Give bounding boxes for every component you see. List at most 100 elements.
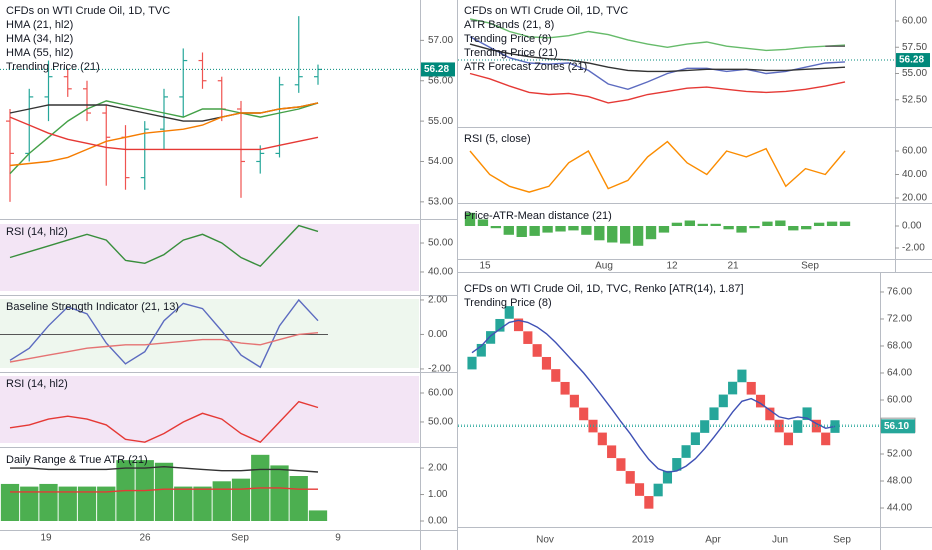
y-tick-label: 57.50 — [902, 42, 927, 53]
x-tick-label: 2019 — [632, 535, 655, 546]
x-tick-label: Sep — [801, 261, 819, 272]
bar — [736, 226, 747, 233]
y-tick-label: 20.00 — [902, 193, 927, 204]
renko-brick — [476, 343, 486, 357]
pane-title: CFDs on WTI Crude Oil, 1D, TVC, Renko [A… — [464, 283, 744, 295]
pane-background — [0, 224, 419, 291]
series-line — [9, 298, 319, 369]
y-tick-label: 2.00 — [428, 463, 448, 474]
y-tick-label: 60.00 — [902, 16, 927, 27]
y-tick-label: 1.00 — [428, 489, 448, 500]
bar — [542, 226, 553, 233]
legend-entry: HMA (21, hl2) — [6, 19, 73, 31]
y-tick-label: 55.00 — [428, 116, 453, 127]
x-tick-label: 15 — [479, 261, 491, 272]
legend-entry: ATR Forecast Zones (21) — [464, 61, 587, 73]
renko-brick — [644, 496, 654, 509]
legend-entry: Trending Price (21) — [464, 47, 558, 59]
renko-brick — [737, 369, 747, 383]
renko-brick — [681, 445, 691, 458]
renko-brick — [728, 381, 738, 395]
pane-title: CFDs on WTI Crude Oil, 1D, TVC — [6, 5, 170, 17]
bar — [749, 226, 760, 229]
renko-brick — [513, 318, 524, 332]
series-line — [469, 36, 846, 91]
y-tick-label: 0.00 — [428, 329, 448, 340]
series-line — [9, 102, 319, 167]
price-label-box — [881, 419, 915, 434]
legend-entry: Trending Price (8) — [464, 33, 552, 45]
x-tick-label: 9 — [335, 533, 341, 544]
series-line — [471, 319, 836, 473]
y-tick-label: 56.00 — [428, 75, 453, 86]
bar — [231, 478, 251, 521]
y-tick-label: 50.00 — [428, 238, 453, 249]
bar — [529, 226, 540, 236]
x-tick-label: 12 — [666, 261, 678, 272]
series-line — [469, 43, 846, 73]
renko-brick — [755, 394, 766, 408]
y-tick-label: -2.00 — [428, 364, 451, 375]
y-tick-label: 2.00 — [428, 295, 448, 306]
renko-brick — [504, 306, 514, 319]
y-tick-label: 40.00 — [902, 169, 927, 180]
bar — [174, 486, 193, 521]
bar — [594, 226, 605, 241]
bar — [270, 465, 289, 521]
y-tick-label: 68.00 — [887, 341, 912, 352]
bar — [775, 220, 786, 227]
bar — [464, 212, 476, 227]
renko-brick — [467, 356, 477, 370]
pane-background — [0, 299, 419, 368]
bar — [620, 226, 631, 244]
pane-title: CFDs on WTI Crude Oil, 1D, TVC — [464, 5, 628, 17]
y-tick-label: 0.00 — [902, 221, 922, 232]
bar — [97, 486, 116, 521]
series-line — [9, 116, 319, 151]
series-line — [9, 224, 319, 268]
bar — [77, 486, 97, 521]
legend-entry: HMA (55, hl2) — [6, 47, 73, 59]
x-tick-label: 21 — [727, 261, 739, 272]
renko-brick — [653, 483, 663, 497]
price-label-box — [896, 53, 930, 68]
pane-title: Daily Range & True ATR (21) — [6, 454, 148, 466]
y-tick-label: 50.00 — [428, 417, 453, 428]
series-line — [9, 100, 319, 175]
series-line — [469, 140, 846, 193]
bar — [58, 486, 77, 521]
y-tick-label: 57.00 — [428, 35, 453, 46]
bar — [308, 510, 328, 521]
renko-brick — [597, 432, 607, 446]
bar — [632, 226, 644, 246]
pane-title: RSI (14, hl2) — [6, 378, 68, 390]
bar — [788, 226, 799, 231]
x-tick-label: 19 — [40, 533, 52, 544]
bar — [607, 226, 618, 243]
x-tick-label: Sep — [231, 533, 249, 544]
bar — [212, 481, 231, 521]
x-tick-label: Jun — [772, 535, 788, 546]
renko-brick — [690, 432, 700, 446]
renko-brick — [495, 318, 505, 332]
y-tick-label: 53.00 — [428, 196, 453, 207]
renko-brick — [486, 331, 496, 344]
bar — [671, 222, 683, 227]
bar — [39, 483, 58, 521]
series-line — [10, 465, 319, 473]
series-line — [9, 332, 319, 363]
x-tick-label: Nov — [536, 535, 554, 546]
bar — [193, 486, 212, 521]
renko-brick — [783, 432, 794, 446]
bar — [697, 223, 708, 227]
y-tick-label: 64.00 — [887, 368, 912, 379]
renko-brick — [532, 344, 542, 357]
y-tick-label: 52.00 — [887, 449, 912, 460]
renko-brick — [541, 356, 552, 370]
renko-brick — [579, 407, 589, 421]
y-tick-label: 55.00 — [902, 68, 927, 79]
bar — [826, 221, 838, 227]
renko-brick — [634, 483, 645, 496]
bar — [801, 226, 812, 230]
